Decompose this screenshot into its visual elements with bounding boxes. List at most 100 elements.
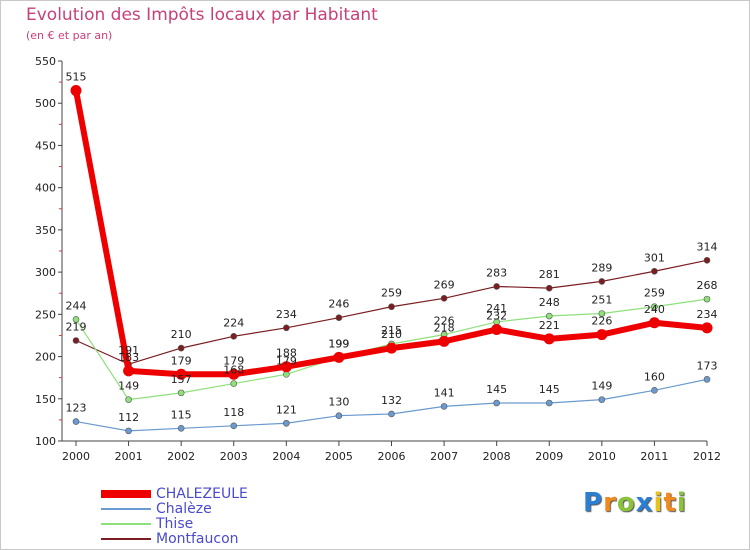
data-point xyxy=(648,317,660,329)
legend-label: Thise xyxy=(156,516,194,532)
data-point xyxy=(230,332,238,340)
data-point xyxy=(333,351,345,363)
y-tick-label: 100 xyxy=(35,435,56,448)
data-point xyxy=(598,396,606,403)
data-label: 173 xyxy=(697,359,718,372)
data-label: 132 xyxy=(381,394,402,407)
y-tick-label: 550 xyxy=(35,55,56,68)
legend-swatch xyxy=(101,508,151,510)
data-point xyxy=(230,422,238,430)
legend-swatch xyxy=(101,538,151,540)
data-label: 246 xyxy=(328,298,349,311)
data-label: 145 xyxy=(486,383,507,396)
chart-subtitle: (en € et par an) xyxy=(26,29,113,42)
data-label: 259 xyxy=(644,287,665,300)
data-label: 179 xyxy=(223,354,244,367)
data-label: 283 xyxy=(486,266,507,279)
data-label: 234 xyxy=(276,308,297,321)
data-label: 210 xyxy=(171,328,192,341)
x-tick-label: 2005 xyxy=(325,450,353,463)
data-label: 130 xyxy=(328,396,349,409)
x-tick-label: 2008 xyxy=(483,450,511,463)
data-point xyxy=(388,303,395,311)
data-label: 515 xyxy=(66,71,87,84)
data-point xyxy=(175,368,187,380)
data-point xyxy=(177,389,185,397)
data-point xyxy=(493,399,500,407)
legend-label: CHALEZEULE xyxy=(156,486,248,502)
data-point xyxy=(545,312,553,320)
data-label: 183 xyxy=(118,351,139,364)
data-label: 149 xyxy=(118,380,139,393)
data-label: 123 xyxy=(66,402,87,415)
x-tick-label: 2000 xyxy=(62,450,90,463)
legend-swatch xyxy=(101,523,151,525)
data-point xyxy=(491,324,503,336)
legend-label: Montfaucon xyxy=(156,531,239,547)
data-point xyxy=(283,324,290,332)
data-label: 121 xyxy=(276,403,297,416)
data-point xyxy=(70,85,82,97)
data-label: 199 xyxy=(328,337,349,350)
proxiti-logo: Proxiti xyxy=(583,488,687,518)
data-point xyxy=(283,419,290,427)
data-point xyxy=(230,380,238,387)
data-label: 141 xyxy=(434,386,455,399)
data-label: 269 xyxy=(434,278,455,291)
data-label: 157 xyxy=(171,373,192,386)
x-tick-label: 2010 xyxy=(588,450,616,463)
data-label: 179 xyxy=(276,354,297,367)
data-point xyxy=(703,295,711,303)
x-tick-label: 2004 xyxy=(272,450,300,463)
x-tick-label: 2002 xyxy=(167,450,195,463)
data-point xyxy=(440,403,448,410)
data-point xyxy=(123,365,135,377)
line-chart: 100 150 200 250 300 350 400 450 500 550 2000 2001 20… xyxy=(35,55,721,463)
data-label: 232 xyxy=(486,310,507,323)
data-point xyxy=(72,337,80,344)
data-label: 221 xyxy=(539,319,560,332)
y-tick-label: 450 xyxy=(35,139,56,152)
x-tick-label: 2003 xyxy=(220,450,248,463)
x-tick-label: 2006 xyxy=(378,450,406,463)
data-point xyxy=(438,335,450,347)
y-tick-label: 150 xyxy=(35,393,56,406)
data-point xyxy=(386,342,397,354)
legend-label: Chalèze xyxy=(156,501,212,517)
data-label: 215 xyxy=(381,324,402,337)
data-label: 219 xyxy=(66,321,87,334)
data-label: 301 xyxy=(644,251,665,264)
data-point xyxy=(598,278,606,285)
legend-swatch xyxy=(101,490,151,498)
data-label: 218 xyxy=(434,321,455,334)
data-point xyxy=(125,396,132,403)
data-label: 244 xyxy=(66,299,87,312)
logo-letter: o xyxy=(616,488,636,518)
data-label: 115 xyxy=(171,408,192,421)
logo-letter: x xyxy=(635,488,654,518)
chart-title: Evolution des Impôts locaux par Habitant xyxy=(26,5,378,25)
data-point xyxy=(598,310,606,317)
logo-letter: t xyxy=(663,488,677,518)
data-label: 191 xyxy=(118,344,139,357)
y-tick-label: 300 xyxy=(35,266,56,279)
data-label: 210 xyxy=(381,328,402,341)
logo-letter: r xyxy=(603,488,617,518)
data-point xyxy=(280,361,292,373)
x-tick-label: 2012 xyxy=(693,450,721,463)
data-label: 281 xyxy=(539,268,560,281)
data-label: 259 xyxy=(381,287,402,300)
data-point xyxy=(545,399,553,407)
data-point xyxy=(388,410,395,418)
data-label: 160 xyxy=(644,370,665,383)
data-label: 145 xyxy=(539,383,560,396)
data-label: 179 xyxy=(171,354,192,367)
data-point xyxy=(493,283,500,290)
y-tick-label: 400 xyxy=(35,182,56,195)
x-tick-label: 2011 xyxy=(640,450,668,463)
data-point xyxy=(335,314,343,322)
data-point xyxy=(651,303,658,311)
x-tick-label: 2007 xyxy=(430,450,458,463)
data-point xyxy=(228,368,240,380)
